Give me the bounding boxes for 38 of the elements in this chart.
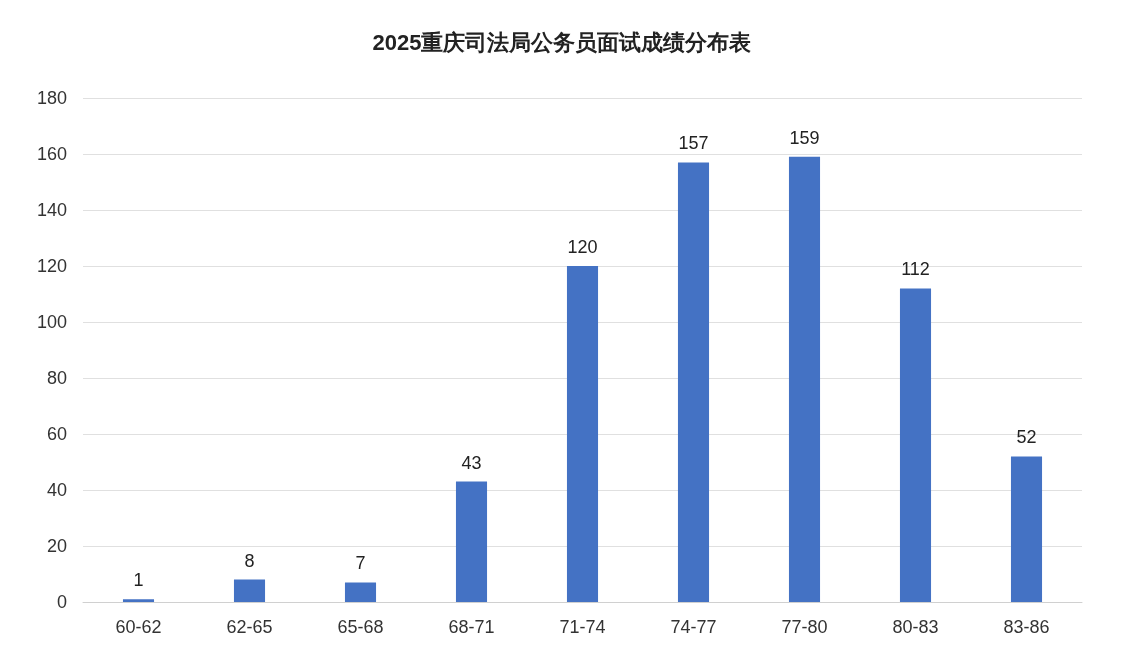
y-tick-label: 20 — [46, 536, 67, 556]
bar — [566, 266, 599, 602]
y-tick-label: 140 — [36, 200, 67, 220]
bar — [1010, 456, 1043, 602]
y-tick-label: 100 — [36, 312, 67, 332]
bar — [788, 156, 821, 602]
bar — [233, 579, 266, 602]
data-label: 52 — [1016, 427, 1037, 448]
x-tick-label: 60-62 — [115, 617, 162, 637]
x-tick-label: 62-65 — [226, 617, 273, 637]
y-tick-label: 160 — [36, 144, 67, 164]
x-tick-label: 71-74 — [559, 617, 606, 637]
y-tick-label: 60 — [46, 424, 67, 444]
bar — [455, 481, 488, 602]
y-tick-label: 120 — [36, 256, 67, 276]
x-tick-label: 65-68 — [337, 617, 384, 637]
chart-title: 2025重庆司法局公务员面试成绩分布表 — [372, 29, 752, 55]
data-label: 157 — [678, 133, 709, 154]
data-label: 43 — [461, 452, 482, 473]
y-tick-label: 80 — [46, 368, 67, 388]
x-tick-label: 77-80 — [781, 617, 828, 637]
y-tick-label: 40 — [46, 480, 67, 500]
data-label: 112 — [901, 259, 930, 280]
x-tick-label: 74-77 — [670, 617, 717, 637]
x-tick-label: 80-83 — [892, 617, 939, 637]
x-tick-label: 68-71 — [448, 617, 495, 637]
data-label: 1 — [133, 570, 144, 591]
bar — [122, 599, 155, 602]
bar — [677, 162, 710, 602]
x-tick-label: 83-86 — [1003, 617, 1050, 637]
data-label: 8 — [244, 550, 255, 571]
data-label: 120 — [567, 237, 598, 257]
bar — [899, 288, 932, 602]
y-tick-label: 180 — [36, 88, 67, 108]
bar — [344, 582, 377, 602]
data-label: 7 — [355, 553, 366, 574]
data-label: 159 — [789, 127, 820, 148]
y-tick-label: 0 — [56, 592, 67, 612]
